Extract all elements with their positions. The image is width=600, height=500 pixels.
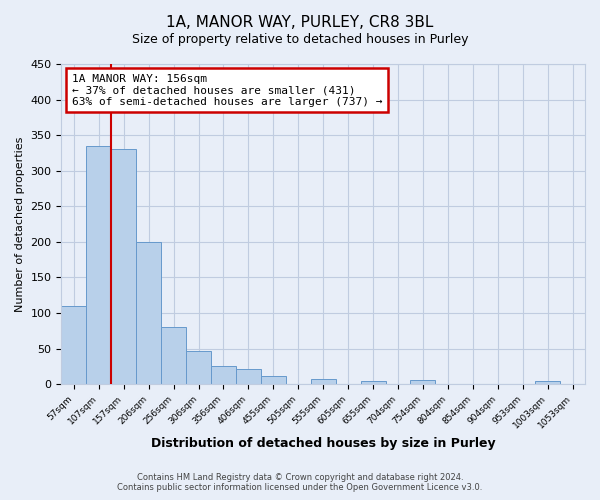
Text: 1A MANOR WAY: 156sqm
← 37% of detached houses are smaller (431)
63% of semi-deta: 1A MANOR WAY: 156sqm ← 37% of detached h… bbox=[72, 74, 382, 107]
Y-axis label: Number of detached properties: Number of detached properties bbox=[15, 136, 25, 312]
Bar bbox=[161, 328, 186, 384]
Text: 1A, MANOR WAY, PURLEY, CR8 3BL: 1A, MANOR WAY, PURLEY, CR8 3BL bbox=[166, 15, 434, 30]
Text: Contains HM Land Registry data © Crown copyright and database right 2024.
Contai: Contains HM Land Registry data © Crown c… bbox=[118, 473, 482, 492]
Bar bbox=[261, 376, 286, 384]
Bar bbox=[211, 366, 236, 384]
Bar bbox=[86, 146, 111, 384]
Bar bbox=[136, 242, 161, 384]
Bar bbox=[361, 380, 386, 384]
Bar bbox=[111, 150, 136, 384]
Bar bbox=[61, 306, 86, 384]
X-axis label: Distribution of detached houses by size in Purley: Distribution of detached houses by size … bbox=[151, 437, 496, 450]
Bar bbox=[186, 350, 211, 384]
Bar bbox=[236, 368, 261, 384]
Bar bbox=[311, 379, 335, 384]
Bar bbox=[410, 380, 436, 384]
Text: Size of property relative to detached houses in Purley: Size of property relative to detached ho… bbox=[132, 32, 468, 46]
Bar bbox=[535, 380, 560, 384]
